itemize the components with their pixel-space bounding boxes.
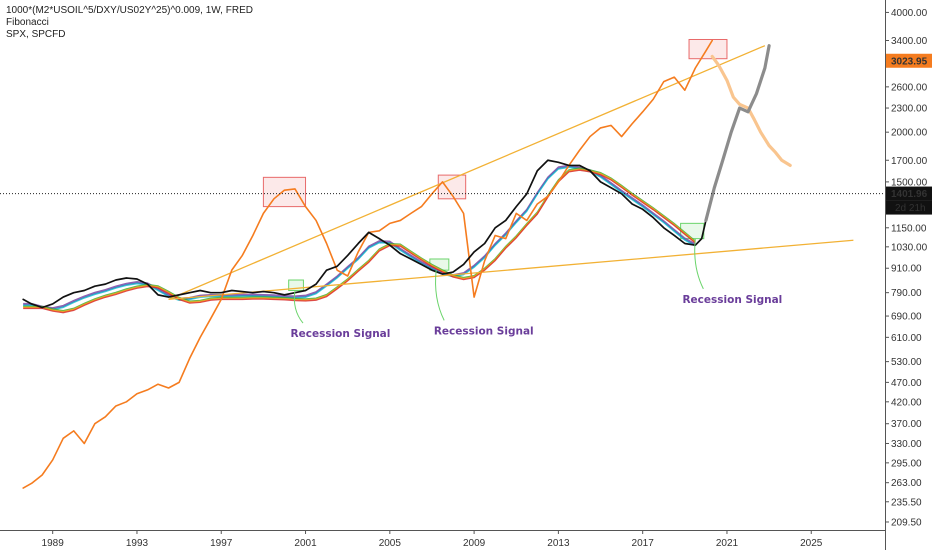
price-tick-label: 4000.00 — [891, 8, 928, 19]
ma-ribbon-line — [23, 168, 696, 312]
index-price-tag: 1401.96 — [891, 189, 928, 200]
time-tick-label: 2001 — [294, 538, 317, 549]
ma-ribbon-line — [23, 165, 696, 310]
price-tick-label: 470.00 — [891, 378, 922, 389]
legend-spx: SPX, SPCFD — [6, 29, 66, 40]
plot-area[interactable]: Recession Signal Recession Signal Recessio… — [0, 38, 885, 489]
price-tick-label: 2300.00 — [891, 104, 928, 115]
time-tick-label: 2009 — [463, 538, 486, 549]
series-line[interactable] — [22, 159, 707, 309]
price-tick-label: 610.00 — [891, 333, 922, 344]
price-tick-label: 330.00 — [891, 439, 922, 450]
ma-ribbon-line — [23, 166, 696, 311]
time-tick-label: 2021 — [716, 538, 739, 549]
price-tick-label: 235.50 — [891, 497, 922, 508]
price-tick-label: 910.00 — [891, 264, 922, 275]
ma-ribbon-line — [23, 168, 696, 313]
price-tick-label: 263.00 — [891, 478, 922, 489]
price-tick-label: 1500.00 — [891, 177, 928, 188]
price-tick-label: 1150.00 — [891, 223, 927, 234]
signal-arrow — [293, 290, 304, 324]
recession-signal-label: Recession Signal — [682, 294, 782, 306]
price-tick-label: 530.00 — [891, 357, 922, 368]
recession-signal-label: Recession Signal — [434, 325, 534, 337]
signal-box[interactable] — [288, 279, 304, 291]
countdown-tag-bg — [886, 200, 932, 215]
legend-fibonacci: Fibonacci — [6, 17, 49, 28]
price-tick-label: 2000.00 — [891, 128, 928, 139]
time-tick-label: 2005 — [379, 538, 402, 549]
price-tick-label: 790.00 — [891, 288, 922, 299]
ma-ribbon-line — [23, 166, 696, 310]
signal-arrow — [694, 238, 704, 290]
price-tick-label: 2600.00 — [891, 82, 928, 93]
chart-legend: 1000*(M2*USOIL^5/DXY/US02Y^25)^0.009, 1W… — [6, 5, 253, 41]
series-line[interactable] — [704, 44, 771, 223]
time-tick-label: 2025 — [800, 538, 823, 549]
time-axis[interactable]: 1989 1993 1997 2001 2005 2009 2013 2017 2021 2025 — [0, 530, 885, 549]
top-box[interactable] — [688, 38, 728, 60]
time-tick-label: 1989 — [42, 538, 65, 549]
signal-arrow — [435, 270, 445, 321]
recession-signal-label: Recession Signal — [291, 328, 391, 340]
index-price-tag-bg — [886, 186, 932, 201]
time-tick-label: 1993 — [126, 538, 149, 549]
price-tick-label: 690.00 — [891, 312, 922, 323]
price-tick-label: 295.00 — [891, 458, 922, 469]
price-tick-label: 3400.00 — [891, 36, 928, 47]
price-axis[interactable]: 4000.00 3400.00 2600.00 2300.00 2000.00 1700.… — [885, 0, 932, 550]
spx-price-tag: 3023.95 — [891, 56, 928, 67]
trendline[interactable] — [168, 239, 854, 301]
time-tick-label: 2017 — [632, 538, 655, 549]
price-tick-label: 1030.00 — [891, 242, 928, 253]
time-tick-label: 2013 — [547, 538, 570, 549]
trendline[interactable] — [168, 45, 766, 300]
spx-price-tag-bg — [886, 53, 932, 68]
ma-ribbon-line — [23, 167, 696, 312]
price-axis-bg — [885, 0, 932, 550]
countdown-tag: 2d 21h — [895, 203, 926, 214]
series-line[interactable] — [22, 39, 714, 489]
legend-title: 1000*(M2*USOIL^5/DXY/US02Y^25)^0.009, 1W… — [6, 5, 253, 16]
price-tick-label: 1700.00 — [891, 156, 928, 167]
price-tick-label: 420.00 — [891, 397, 922, 408]
time-tick-label: 1997 — [210, 538, 233, 549]
top-box[interactable] — [262, 176, 307, 208]
price-tick-label: 370.00 — [891, 419, 922, 430]
series-line[interactable] — [710, 54, 792, 168]
price-tick-label: 209.50 — [891, 517, 922, 528]
ma-ribbon-line — [23, 169, 696, 314]
